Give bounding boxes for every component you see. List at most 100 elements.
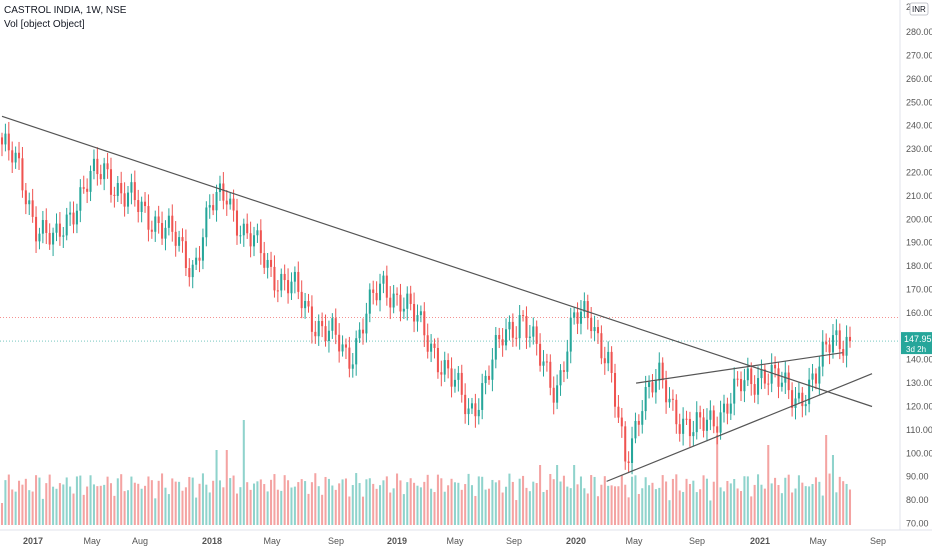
candle — [276, 280, 279, 303]
volume-bar — [130, 476, 133, 525]
volume-bar — [821, 495, 824, 525]
y-tick-label: 260.00 — [906, 74, 932, 84]
volume-bar — [835, 492, 838, 525]
candle — [242, 218, 245, 247]
candle — [0, 132, 4, 157]
trendline[interactable] — [636, 352, 843, 384]
candle — [719, 400, 722, 440]
x-tick-label: 2021 — [750, 536, 770, 546]
trendline[interactable] — [606, 373, 873, 482]
volume-bar — [293, 486, 296, 525]
candle — [7, 121, 10, 161]
candle — [344, 338, 347, 360]
candle — [72, 201, 75, 234]
volume-bar — [385, 476, 388, 525]
candle — [522, 310, 525, 322]
volume-bar — [675, 474, 678, 525]
candle — [334, 308, 337, 345]
candle — [675, 394, 678, 434]
volume-bar — [280, 490, 283, 525]
candle — [818, 356, 821, 395]
volume-bar — [423, 481, 426, 525]
volume-bar — [699, 489, 702, 525]
volume-bar — [229, 478, 232, 525]
y-tick-label: 230.00 — [906, 144, 932, 154]
volume-bar — [433, 492, 436, 525]
volume-bar — [212, 480, 215, 525]
volume-bar — [562, 475, 565, 525]
volume-bar — [232, 475, 235, 525]
x-tick-label: May — [83, 536, 101, 546]
volume-bar — [331, 485, 334, 525]
y-tick-label: 160.00 — [906, 308, 932, 318]
volume-bar — [641, 488, 644, 525]
volume-bar — [464, 484, 467, 525]
currency-badge[interactable]: INR — [909, 2, 929, 16]
candle — [508, 315, 511, 341]
x-tick-label: 2018 — [202, 536, 222, 546]
candle — [52, 227, 55, 257]
candle — [722, 394, 726, 423]
candle — [385, 265, 388, 306]
candle — [205, 201, 208, 247]
volume-bar — [784, 477, 787, 525]
candle — [406, 286, 409, 321]
candle — [45, 208, 48, 245]
volume-bar — [35, 475, 38, 525]
candle — [358, 322, 361, 343]
volume-bar — [678, 490, 681, 525]
volume-bar — [620, 475, 623, 525]
volume-bar — [719, 487, 722, 525]
x-tick-label: Sep — [506, 536, 522, 546]
volume-bar — [348, 496, 351, 525]
horizontal-lines-layer — [0, 317, 900, 342]
volume-bar — [447, 485, 450, 525]
y-tick-label: 210.00 — [906, 191, 932, 201]
candle — [62, 227, 65, 248]
candle — [409, 285, 412, 311]
candle — [440, 360, 443, 387]
candle — [48, 223, 51, 250]
candle — [55, 213, 58, 242]
volume-bar — [167, 494, 170, 525]
candle — [848, 326, 852, 348]
volume-bar — [249, 489, 252, 525]
x-tick-label: May — [446, 536, 464, 546]
volume-bar — [470, 485, 473, 525]
candle — [763, 364, 766, 389]
volume-bar — [389, 492, 392, 525]
volume-bar — [682, 491, 685, 525]
candle — [270, 251, 273, 277]
volume-bar — [746, 476, 749, 525]
volume-bar — [430, 488, 433, 525]
candle — [137, 189, 140, 223]
volume-bar — [89, 475, 92, 525]
volume-bar — [743, 476, 746, 525]
volume-bar — [556, 465, 559, 525]
candle — [518, 304, 521, 350]
volume-bar — [334, 489, 337, 525]
candle — [188, 258, 191, 287]
volume-bar — [716, 435, 719, 525]
candle — [750, 362, 753, 396]
candle — [460, 364, 463, 403]
trendline[interactable] — [1, 115, 873, 408]
volume-bar — [0, 503, 4, 525]
candle — [11, 141, 14, 174]
candle — [525, 306, 528, 349]
candle — [682, 407, 685, 446]
x-tick-label: Aug — [132, 536, 148, 546]
candle — [307, 293, 310, 313]
candle — [678, 413, 681, 442]
svg-text:147.95: 147.95 — [904, 334, 932, 344]
symbol-title: CASTROL INDIA, 1W, NSE — [4, 5, 127, 16]
volume-bar — [290, 487, 293, 525]
candle — [181, 228, 184, 253]
candle — [259, 219, 262, 265]
volume-bar — [535, 483, 538, 525]
candle — [671, 389, 674, 411]
volume-bar — [24, 478, 27, 525]
volume-bar — [96, 486, 99, 525]
volume-bar — [242, 420, 245, 525]
